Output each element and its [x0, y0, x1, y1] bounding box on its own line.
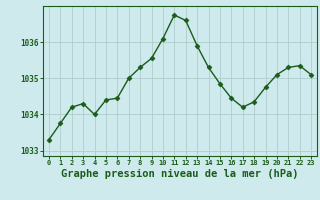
X-axis label: Graphe pression niveau de la mer (hPa): Graphe pression niveau de la mer (hPa): [61, 169, 299, 179]
